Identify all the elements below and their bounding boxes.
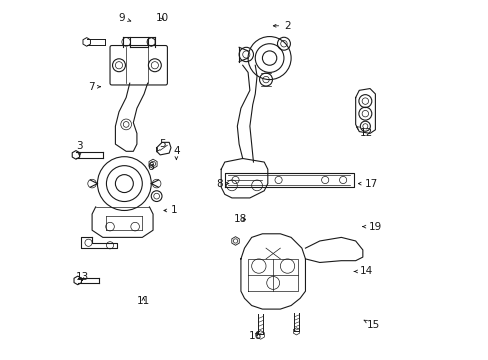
- Text: 16: 16: [248, 331, 262, 341]
- Text: 7: 7: [87, 82, 100, 92]
- Text: 17: 17: [358, 179, 378, 189]
- Text: 4: 4: [173, 146, 179, 159]
- Text: 15: 15: [364, 320, 380, 330]
- Text: 8: 8: [216, 179, 228, 189]
- Text: 19: 19: [362, 222, 381, 231]
- Text: 1: 1: [163, 206, 178, 216]
- Text: 18: 18: [234, 215, 247, 224]
- Text: 10: 10: [155, 13, 168, 23]
- Text: 14: 14: [353, 266, 372, 276]
- Text: 11: 11: [137, 296, 150, 306]
- Text: 13: 13: [76, 272, 89, 282]
- Text: 2: 2: [273, 21, 290, 31]
- Text: 12: 12: [356, 127, 372, 138]
- Text: 3: 3: [76, 141, 82, 157]
- Text: 6: 6: [147, 162, 154, 172]
- Text: 5: 5: [156, 139, 165, 152]
- Text: 9: 9: [118, 13, 130, 23]
